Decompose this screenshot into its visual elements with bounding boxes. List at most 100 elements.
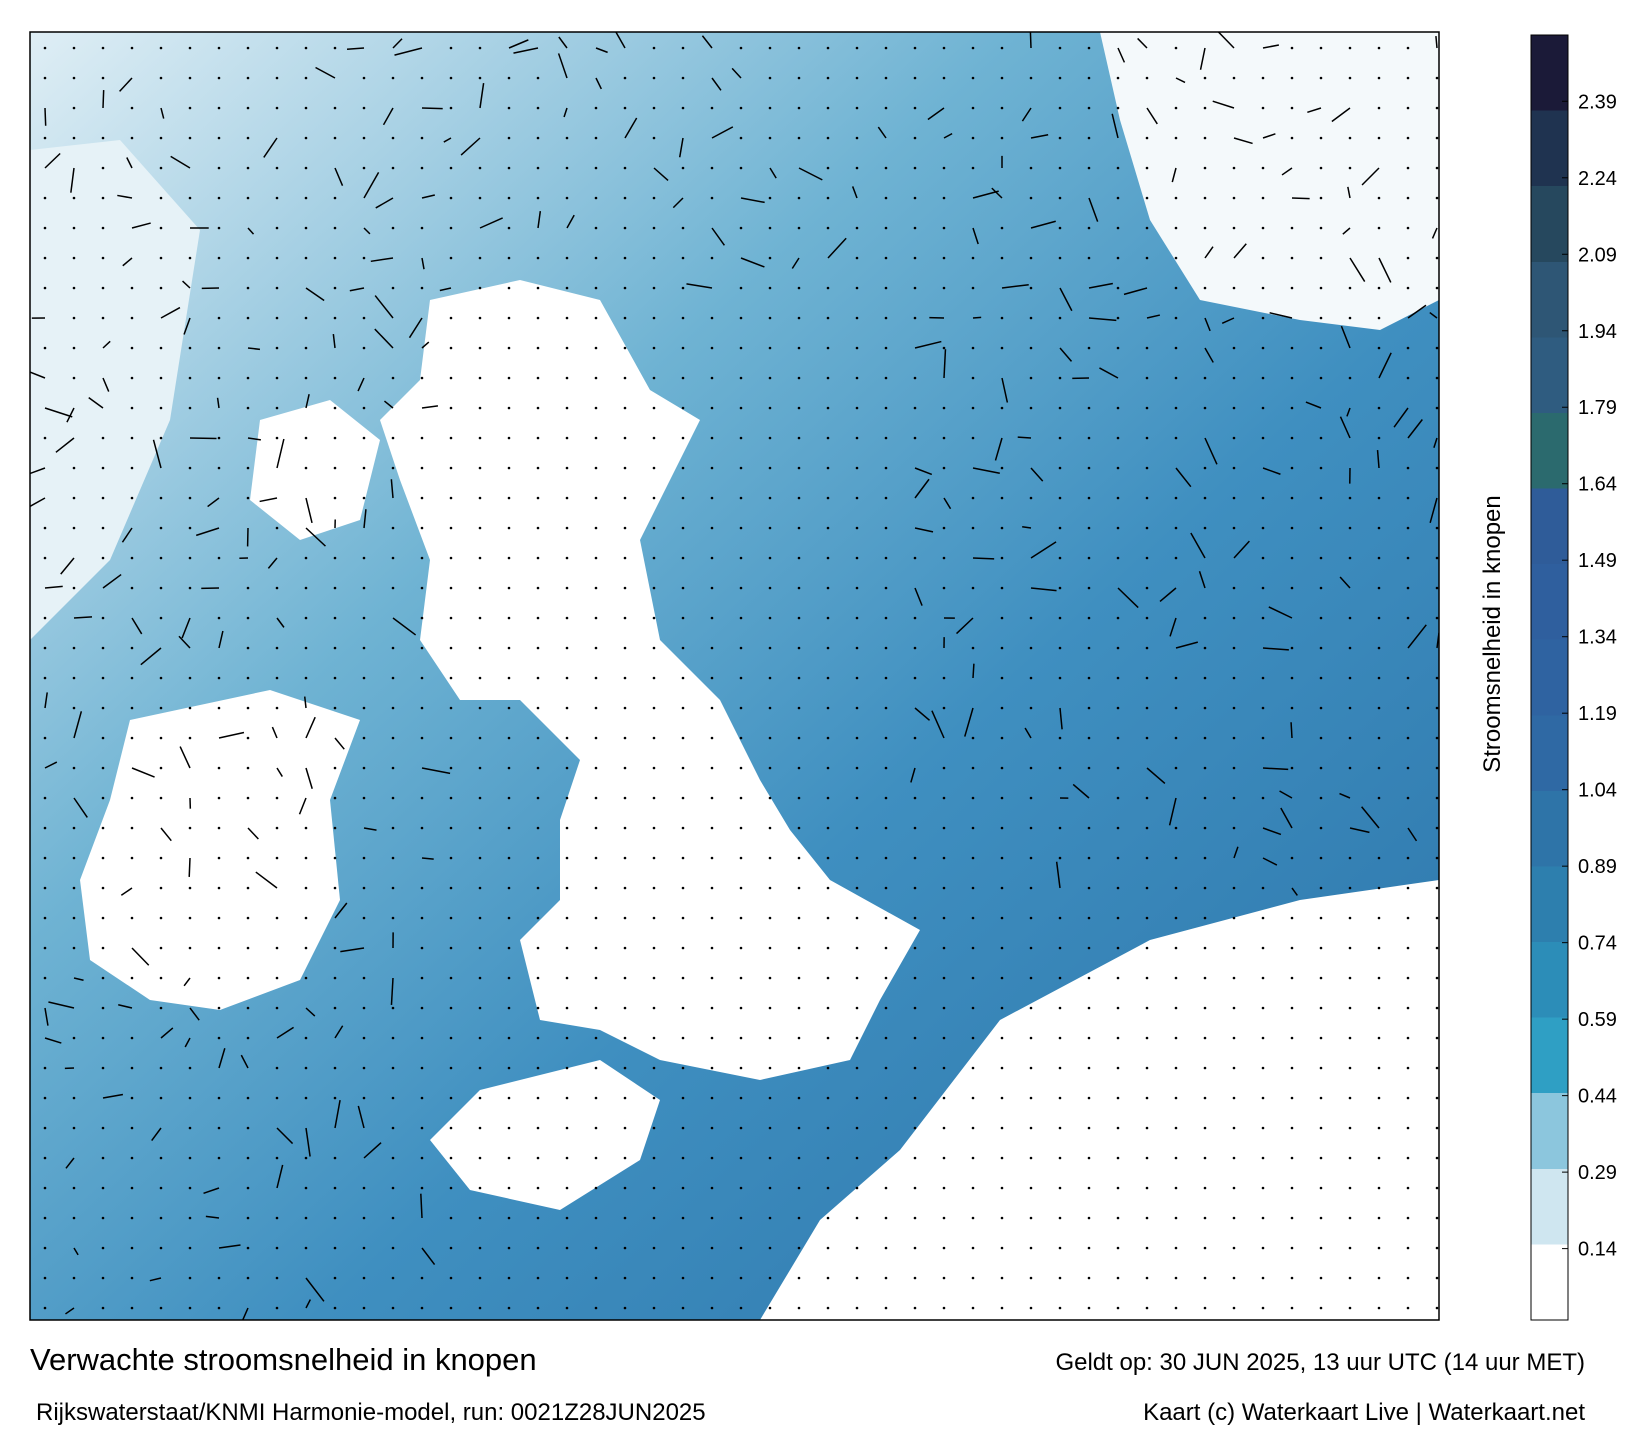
grid-dot: [1203, 1186, 1207, 1190]
grid-dot: [1000, 106, 1004, 110]
grid-dot: [826, 946, 830, 950]
grid-dot: [449, 226, 453, 230]
grid-dot: [420, 1066, 424, 1070]
current-arrow: [991, 187, 1003, 199]
current-arrow: [178, 635, 191, 649]
grid-dot: [710, 1306, 714, 1310]
grid-dot: [246, 46, 250, 50]
grid-dot: [913, 1276, 917, 1280]
grid-dot: [1435, 826, 1439, 830]
grid-dot: [246, 1246, 250, 1250]
grid-dot: [1319, 976, 1323, 980]
grid-dot: [1377, 766, 1381, 770]
current-arrow: [563, 107, 568, 118]
grid-dot: [478, 346, 482, 350]
grid-dot: [1319, 1126, 1323, 1130]
grid-dot: [420, 706, 424, 710]
grid-dot: [217, 466, 221, 470]
grid-dot: [1377, 1126, 1381, 1130]
grid-dot: [246, 1276, 250, 1280]
grid-dot: [101, 136, 105, 140]
grid-dot: [420, 1276, 424, 1280]
grid-dot: [449, 616, 453, 620]
grid-dot: [1406, 496, 1410, 500]
grid-dot: [333, 316, 337, 320]
grid-dot: [391, 166, 395, 170]
grid-dot: [971, 886, 975, 890]
grid-dot: [1290, 766, 1294, 770]
grid-dot: [623, 1036, 627, 1040]
grid-dot: [304, 76, 308, 80]
grid-dot: [768, 346, 772, 350]
grid-dot: [855, 436, 859, 440]
grid-dot: [1406, 196, 1410, 200]
grid-dot: [1435, 946, 1439, 950]
grid-dot: [420, 376, 424, 380]
current-arrow: [48, 1001, 75, 1009]
grid-dot: [304, 256, 308, 260]
grid-dot: [1029, 946, 1033, 950]
grid-dot: [594, 1006, 598, 1010]
grid-dot: [246, 1096, 250, 1100]
grid-dot: [768, 256, 772, 260]
grid-dot: [536, 856, 540, 860]
grid-dot: [217, 916, 221, 920]
grid-dot: [739, 316, 743, 320]
grid-dot: [362, 346, 366, 350]
grid-dot: [565, 256, 569, 260]
current-arrow: [914, 478, 930, 499]
grid-dot: [1087, 826, 1091, 830]
grid-dot: [652, 1276, 656, 1280]
grid-dot: [826, 1006, 830, 1010]
grid-dot: [797, 706, 801, 710]
grid-dot: [507, 406, 511, 410]
grid-dot: [652, 706, 656, 710]
current-arrow: [1262, 827, 1282, 836]
grid-dot: [246, 646, 250, 650]
grid-dot: [1232, 406, 1236, 410]
grid-dot: [797, 1186, 801, 1190]
grid-dot: [594, 766, 598, 770]
grid-dot: [130, 1126, 134, 1130]
grid-dot: [304, 1066, 308, 1070]
grid-dot: [1406, 886, 1410, 890]
grid-dot: [1029, 406, 1033, 410]
grid-dot: [449, 346, 453, 350]
grid-dot: [1174, 886, 1178, 890]
grid-dot: [159, 346, 163, 350]
grid-dot: [420, 286, 424, 290]
grid-dot: [1319, 76, 1323, 80]
current-arrow: [240, 1054, 249, 1069]
grid-dot: [449, 406, 453, 410]
grid-dot: [594, 856, 598, 860]
grid-dot: [681, 346, 685, 350]
grid-dot: [681, 1186, 685, 1190]
grid-dot: [797, 1216, 801, 1220]
grid-dot: [1000, 316, 1004, 320]
grid-dot: [1435, 1036, 1439, 1040]
grid-dot: [72, 646, 76, 650]
grid-dot: [536, 1066, 540, 1070]
grid-dot: [1000, 1156, 1004, 1160]
grid-dot: [739, 946, 743, 950]
grid-dot: [623, 106, 627, 110]
current-arrow: [672, 197, 684, 209]
grid-dot: [942, 466, 946, 470]
current-arrow: [914, 467, 933, 476]
grid-dot: [1290, 286, 1294, 290]
grid-dot: [449, 826, 453, 830]
grid-dot: [1406, 916, 1410, 920]
current-arrow: [972, 227, 979, 245]
grid-dot: [43, 826, 47, 830]
grid-dot: [913, 616, 917, 620]
grid-dot: [826, 76, 830, 80]
grid-dot: [275, 706, 279, 710]
grid-dot: [275, 226, 279, 230]
grid-dot: [449, 436, 453, 440]
grid-dot: [1029, 676, 1033, 680]
grid-dot: [826, 226, 830, 230]
grid-dot: [1203, 946, 1207, 950]
grid-dot: [565, 826, 569, 830]
grid-dot: [1000, 406, 1004, 410]
grid-dot: [942, 796, 946, 800]
